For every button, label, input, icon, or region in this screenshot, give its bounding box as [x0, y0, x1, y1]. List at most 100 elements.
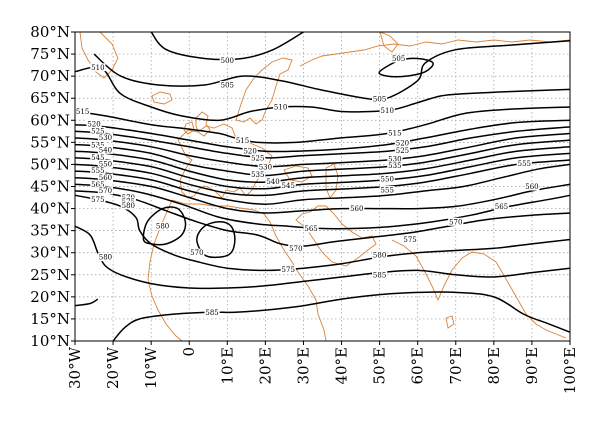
contour-label-extra-4-bg — [524, 182, 540, 191]
contour-label-extra-23: 510 — [274, 104, 287, 112]
contour-545-10 — [74, 152, 571, 190]
x-tick-label-1: 20°W — [104, 346, 122, 389]
x-tick-label-0: 30°W — [66, 346, 84, 389]
contour-label-extra-13: 565 — [304, 225, 317, 233]
coastline-novaya-zemlya — [379, 31, 399, 53]
y-tick-label-14: 80°N — [30, 23, 70, 41]
contour-label-550-11-bg — [97, 159, 114, 168]
contour-label-extra-3-bg — [516, 159, 532, 168]
contour-label-extra-2-bg — [120, 201, 136, 210]
contour-label-560-13: 560 — [99, 174, 112, 182]
contour-label-570-15: 570 — [99, 187, 112, 195]
contour-label-535-8-bg — [90, 141, 106, 150]
contour-label-505-2: 505 — [392, 55, 405, 63]
contour-label-extra-14-bg — [288, 244, 304, 253]
y-tick-label-6: 40°N — [30, 200, 70, 218]
contour-label-545-10: 545 — [91, 154, 104, 162]
contour-label-570-16: 570 — [190, 249, 203, 257]
contour-label-530-7-bg — [97, 133, 114, 142]
y-axis-ticks: 10°N 15°N 20°N 25°N 30°N 35°N 40°N 45°N 50°N 55°N… — [30, 23, 75, 350]
x-tick-label-7: 40°E — [333, 347, 351, 385]
contour-label-570-15-bg — [97, 186, 114, 195]
contour-label-extra-12: 560 — [350, 205, 363, 213]
x-tick-label-6: 30°E — [294, 347, 312, 385]
coastline-iceland — [151, 91, 173, 105]
x-tick-label-11: 80°E — [485, 347, 503, 385]
contour-label-extra-5-bg — [493, 202, 510, 211]
coastline-europe — [177, 123, 273, 199]
contour-510-3 — [74, 66, 571, 122]
contour-label-extra-14: 570 — [289, 245, 302, 253]
contour-580-19 — [142, 206, 187, 246]
contour-label-extra-13-bg — [303, 224, 319, 233]
contour-label-extra-26: 515 — [388, 130, 401, 138]
x-tick-label-10: 70°E — [447, 347, 465, 385]
contour-550-11 — [74, 159, 571, 197]
contour-label-585-20: 585 — [205, 309, 218, 317]
contour-label-565-14: 565 — [91, 181, 104, 189]
contour-555-12 — [74, 163, 571, 205]
contour-label-extra-30: 535 — [388, 162, 401, 170]
contour-label-575-17: 575 — [91, 196, 104, 204]
contour-label-570-16-bg — [189, 248, 205, 257]
contour-575-17 — [74, 194, 571, 272]
contour-label-555-12: 555 — [91, 167, 104, 175]
y-tick-label-0: 10°N — [30, 332, 70, 350]
contour-label-extra-27-bg — [394, 138, 411, 147]
contour-label-extra-16: 545 — [282, 182, 295, 190]
contour-585-21 — [74, 298, 99, 307]
contour-label-extra-22: 515 — [236, 137, 249, 145]
contour-label-515-4-bg — [75, 107, 91, 116]
contour-label-extra-21: 520 — [243, 148, 256, 156]
contour-label-extra-19-bg — [257, 163, 273, 172]
contour-label-extra-28: 525 — [396, 147, 409, 155]
contour-530-7 — [74, 132, 571, 168]
contour-label-extra-25: 510 — [381, 107, 394, 115]
contour-label-extra-23-bg — [273, 103, 289, 112]
x-tick-label-13: 100°E — [561, 347, 579, 394]
coastline-southeast-asia — [501, 271, 567, 339]
y-tick-label-2: 20°N — [30, 288, 70, 306]
coastline-arabia — [295, 205, 377, 267]
contour-label-extra-7: 575 — [403, 236, 416, 244]
x-tick-label-2: 10°W — [142, 346, 160, 389]
contour-label-extra-6-bg — [448, 217, 464, 226]
y-tick-label-12: 70°N — [30, 67, 70, 85]
contour-label-extra-16-bg — [280, 181, 296, 190]
x-tick-label-3: 0 — [180, 347, 198, 357]
contour-label-extra-9-bg — [372, 270, 388, 279]
contour-lines — [74, 31, 571, 342]
y-tick-label-1: 15°N — [30, 310, 70, 328]
x-tick-label-8: 50°E — [371, 347, 389, 385]
contour-label-extra-8: 580 — [373, 251, 386, 259]
contour-label-extra-30-bg — [387, 161, 403, 170]
contour-label-500-0: 500 — [221, 57, 234, 65]
contour-label-580-19: 580 — [156, 223, 169, 231]
coastline-india — [391, 239, 503, 302]
contour-label-extra-4: 560 — [525, 183, 538, 191]
coastline-north-russia — [299, 39, 571, 67]
contour-label-575-17-bg — [90, 195, 106, 204]
contour-label-extra-26-bg — [387, 129, 403, 138]
contour-label-505-1-bg — [219, 80, 235, 89]
contour-label-515-4: 515 — [76, 108, 89, 116]
contour-label-extra-5: 565 — [495, 203, 508, 211]
contour-label-extra-6: 570 — [449, 218, 462, 226]
contour-label-extra-29: 530 — [388, 156, 401, 164]
contour-label-580-19-bg — [154, 222, 171, 231]
y-tick-label-8: 50°N — [30, 155, 70, 173]
contour-label-extra-17: 540 — [266, 178, 279, 186]
contour-label-525-6: 525 — [91, 127, 104, 135]
y-tick-label-11: 65°N — [30, 89, 70, 107]
contour-label-extra-15-bg — [280, 265, 296, 274]
y-tick-label-4: 30°N — [30, 244, 70, 262]
x-tick-label-9: 60°E — [409, 347, 427, 385]
y-tick-label-7: 45°N — [30, 178, 70, 196]
contour-label-extra-20-bg — [250, 154, 266, 163]
contour-label-520-5: 520 — [87, 120, 100, 128]
contour-label-extra-18: 535 — [251, 171, 264, 179]
contour-label-585-20-bg — [204, 308, 220, 317]
contour-label-565-14-bg — [90, 180, 106, 189]
